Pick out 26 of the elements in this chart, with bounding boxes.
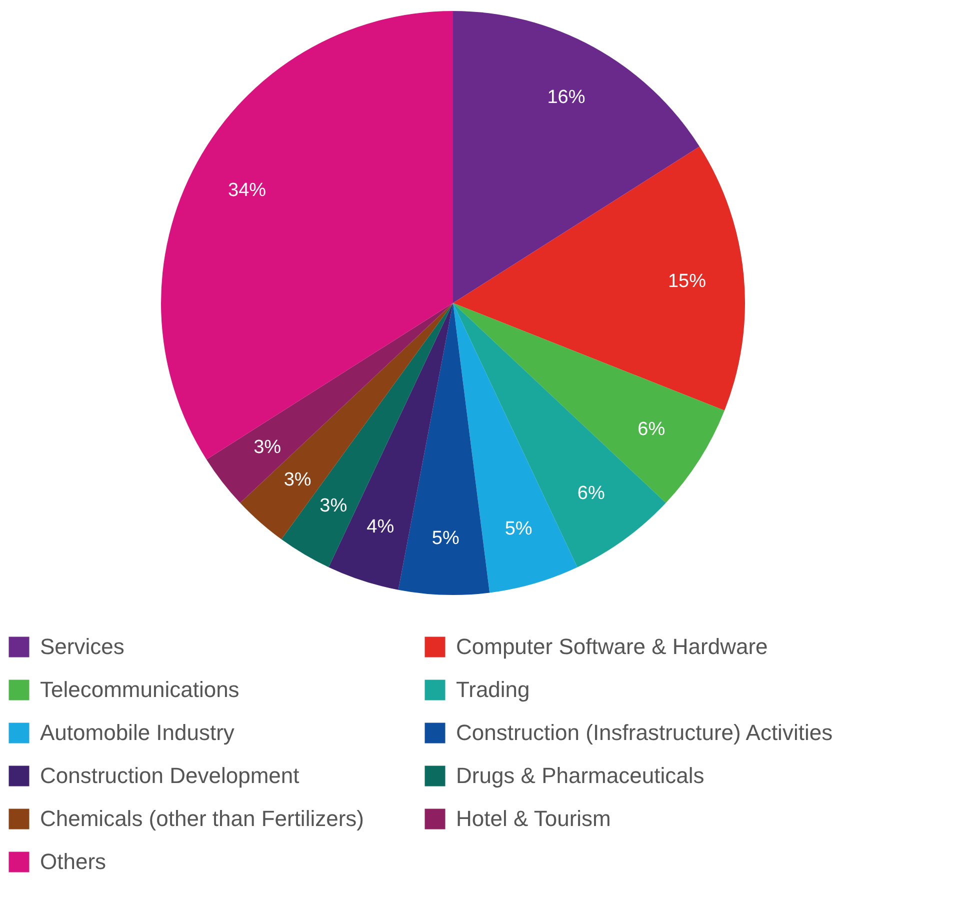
data-label: 6% [638, 418, 666, 440]
legend-label: Hotel & Tourism [456, 806, 611, 831]
legend-label: Automobile Industry [40, 720, 234, 745]
legend-label: Drugs & Pharmaceuticals [456, 763, 704, 788]
data-label: 16% [547, 87, 586, 108]
pie-slice [398, 303, 490, 595]
pie-slice [162, 11, 453, 460]
legend-label: Trading [456, 677, 530, 702]
data-label: 34% [228, 180, 266, 201]
data-label: 3% [254, 437, 282, 458]
legend-label: Services [40, 634, 124, 659]
data-label: 3% [320, 495, 348, 516]
legend-label: Chemicals (other than Fertilizers) [40, 806, 364, 831]
legend-label: Others [40, 849, 106, 874]
pie-slice [453, 303, 724, 503]
data-label: 6% [577, 483, 605, 504]
data-label: 5% [504, 518, 532, 540]
data-label: 3% [284, 469, 312, 490]
legend-label: Telecommunications [40, 677, 240, 702]
pie-slice [453, 146, 745, 410]
legend-label: Construction (Insfrastructure) Activities [456, 720, 833, 745]
data-label: 15% [668, 270, 706, 292]
legend-label: Construction Development [40, 763, 300, 788]
data-label: 4% [366, 516, 394, 538]
data-label: 5% [432, 528, 460, 549]
legend-label: Computer Software & Hardware [456, 634, 768, 659]
